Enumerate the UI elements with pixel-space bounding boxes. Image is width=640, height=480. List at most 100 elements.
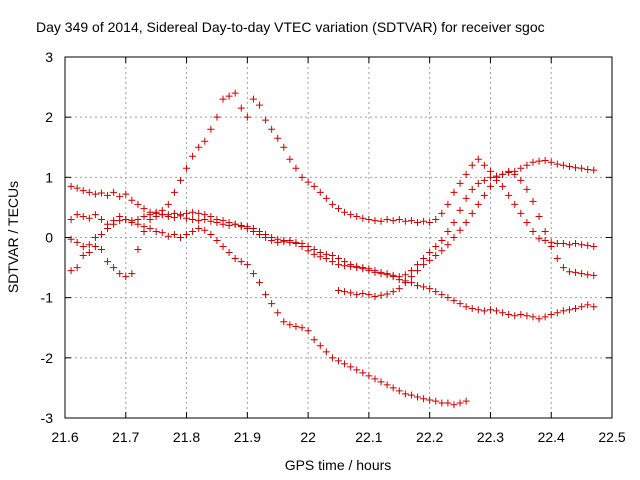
data-point xyxy=(341,208,349,216)
data-point xyxy=(414,261,422,269)
data-point xyxy=(529,227,537,235)
data-point xyxy=(584,271,592,279)
data-point xyxy=(456,226,464,234)
data-point xyxy=(225,218,233,226)
data-point xyxy=(328,252,336,260)
data-point xyxy=(420,217,428,225)
data-point xyxy=(505,191,513,199)
data-point xyxy=(414,282,422,290)
data-point xyxy=(450,234,458,241)
data-point xyxy=(280,143,288,151)
data-point xyxy=(347,289,355,297)
data-point xyxy=(195,209,203,217)
data-point xyxy=(371,217,379,225)
data-point xyxy=(547,311,555,319)
data-point xyxy=(304,243,312,251)
data-point xyxy=(189,152,197,160)
data-point xyxy=(152,227,160,235)
data-point xyxy=(249,224,257,232)
data-point xyxy=(335,205,342,213)
data-point xyxy=(201,226,209,234)
data-point xyxy=(213,237,221,245)
x-tick-label: 22.5 xyxy=(598,429,625,445)
data-point xyxy=(572,164,580,172)
data-point xyxy=(328,354,336,362)
data-point xyxy=(565,268,573,276)
data-point xyxy=(456,399,464,407)
data-point xyxy=(207,212,215,220)
data-point xyxy=(486,306,494,314)
data-point xyxy=(383,215,391,223)
data-point xyxy=(541,237,549,245)
data-point xyxy=(559,161,567,169)
data-point xyxy=(407,391,415,399)
x-tick-label: 21.9 xyxy=(234,429,261,445)
data-point xyxy=(134,200,142,208)
data-point xyxy=(158,229,166,237)
data-point xyxy=(316,342,324,350)
data-point xyxy=(170,230,178,238)
data-point xyxy=(213,113,221,121)
data-point xyxy=(572,268,580,276)
data-point xyxy=(426,256,434,264)
data-point xyxy=(207,230,215,238)
data-point xyxy=(529,197,537,205)
data-point xyxy=(134,246,142,254)
x-tick-label: 22 xyxy=(300,429,316,445)
data-point xyxy=(359,214,367,222)
data-point xyxy=(517,311,525,319)
data-point xyxy=(565,306,573,314)
data-point xyxy=(529,158,537,166)
data-point xyxy=(189,227,197,235)
data-point xyxy=(365,372,373,380)
data-point xyxy=(553,160,561,168)
data-point xyxy=(67,215,75,223)
data-point xyxy=(541,313,549,321)
data-point xyxy=(304,327,312,335)
data-point xyxy=(474,306,482,314)
data-point xyxy=(511,312,519,320)
data-point xyxy=(243,261,251,269)
data-point xyxy=(590,243,598,251)
data-point xyxy=(480,176,488,184)
data-point xyxy=(189,208,197,216)
data-point xyxy=(122,273,130,281)
data-point xyxy=(426,218,434,226)
data-point xyxy=(444,200,452,208)
data-point xyxy=(505,167,513,175)
data-point xyxy=(335,286,342,294)
data-point xyxy=(377,268,385,276)
data-point xyxy=(73,211,81,219)
data-point xyxy=(559,307,567,315)
data-point xyxy=(97,189,105,197)
data-point xyxy=(85,214,93,222)
data-point xyxy=(183,209,191,217)
data-point xyxy=(468,185,476,193)
axis-ticks: 21.6 21.7 21.8 21.9 22 22.1 22.2 22.3 22.4 22.5 -3… xyxy=(41,49,626,445)
data-point xyxy=(207,125,215,133)
data-point xyxy=(365,291,373,299)
data-point xyxy=(432,243,440,251)
data-point xyxy=(79,252,87,260)
data-point xyxy=(116,270,124,278)
data-point xyxy=(541,156,549,164)
data-point xyxy=(262,116,270,124)
data-point xyxy=(262,291,270,299)
data-point xyxy=(298,324,306,332)
data-point xyxy=(322,348,330,356)
data-point xyxy=(480,307,488,315)
data-point xyxy=(578,164,586,172)
data-point xyxy=(456,179,464,187)
data-point xyxy=(438,247,446,255)
data-point xyxy=(553,255,561,263)
data-point xyxy=(225,249,233,257)
data-point xyxy=(578,303,586,311)
data-point xyxy=(116,212,124,220)
data-point xyxy=(578,241,586,249)
data-point xyxy=(170,209,178,217)
data-point xyxy=(97,215,105,223)
data-point xyxy=(341,258,349,266)
data-point xyxy=(450,218,458,226)
data-point xyxy=(523,185,531,193)
